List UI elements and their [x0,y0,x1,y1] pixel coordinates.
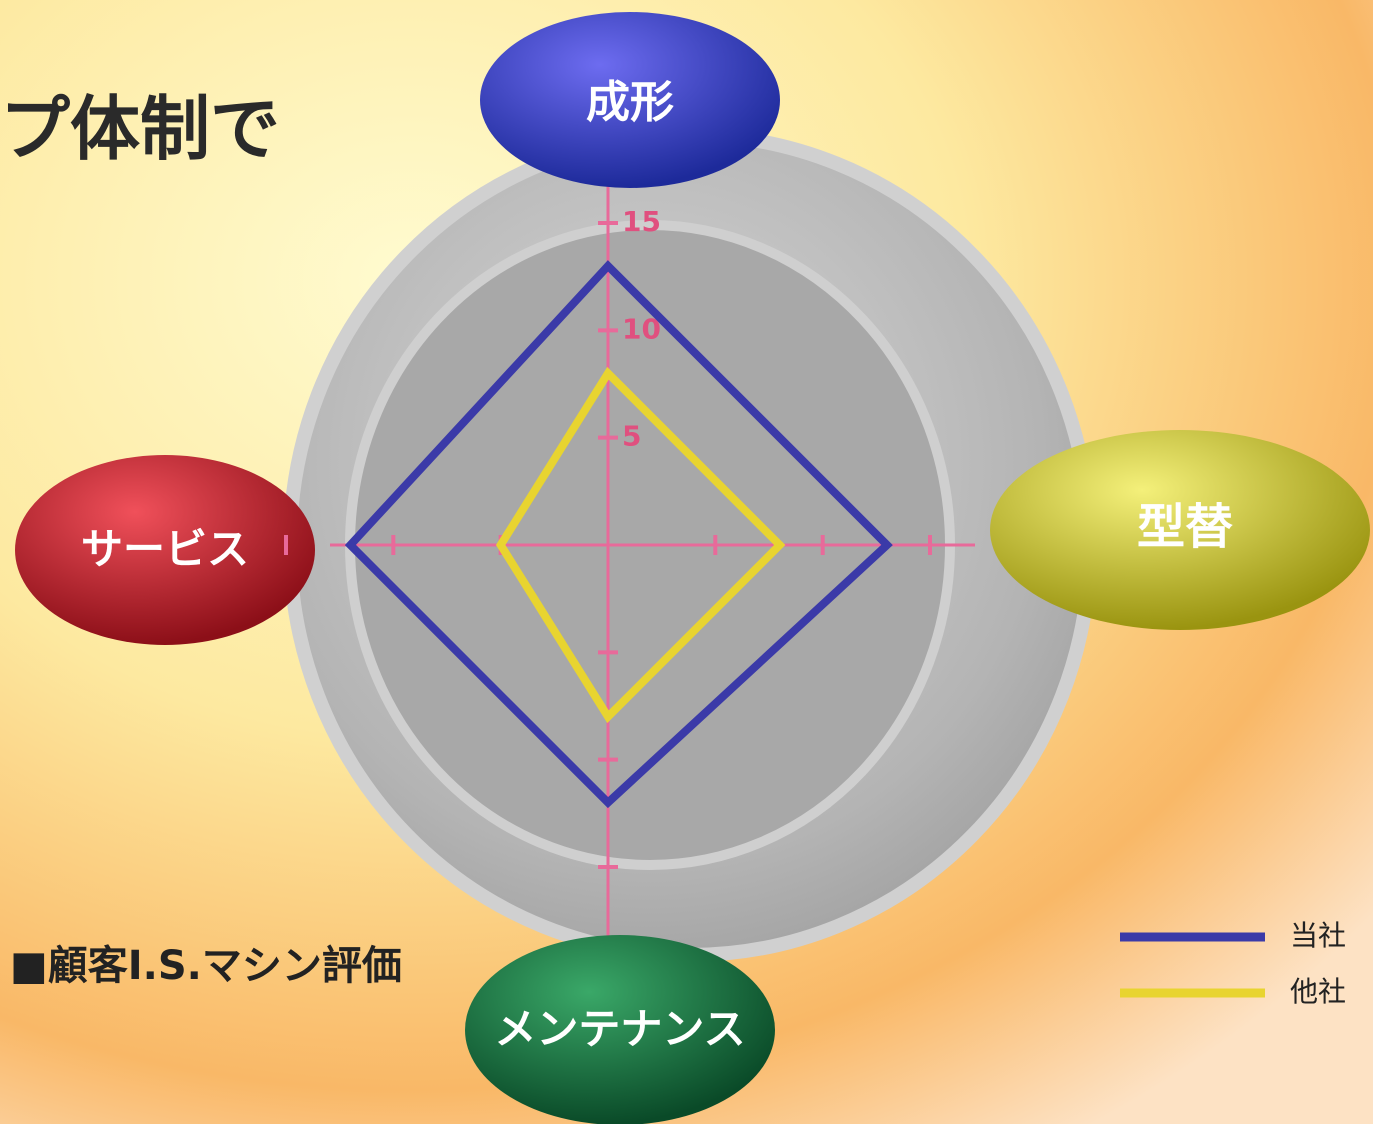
tick-label: 15 [622,205,661,238]
axis-label: メンテナンス [494,1005,745,1054]
legend-label: 他社 [1290,975,1346,1008]
oval [465,935,775,1124]
caption: ■顧客I.S.マシン評価 [10,943,402,989]
oval [480,12,780,188]
oval [15,455,315,645]
tick-label: 5 [622,420,641,453]
series-polygon [495,366,786,724]
axis-label: サービス [81,525,249,574]
axis-label: 型替 [1137,499,1233,555]
series-polygon [344,260,893,809]
oval [990,430,1370,630]
legend-label: 当社 [1290,919,1346,952]
axis-label: 成形 [586,77,674,128]
title: プ体制で [0,87,280,170]
axis-labels: 成形 型替 メンテナンス サービス [15,12,1370,1124]
